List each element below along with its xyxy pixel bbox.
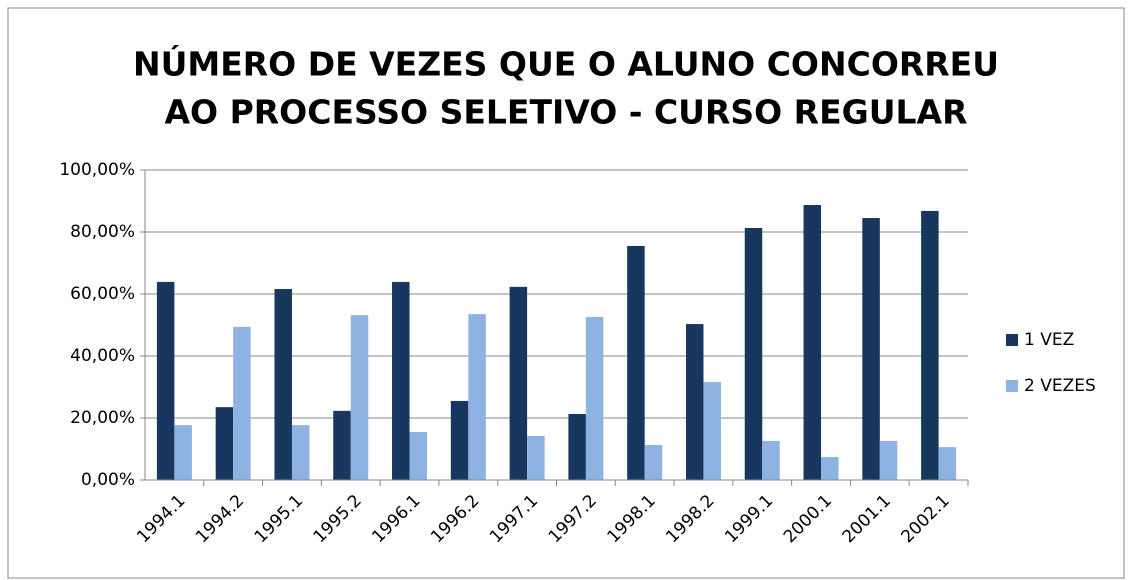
bar xyxy=(527,435,545,480)
bar xyxy=(744,227,763,480)
bar xyxy=(333,410,351,480)
bar xyxy=(274,289,292,480)
bar xyxy=(392,281,410,480)
y-tick-label: 40,00% xyxy=(70,346,135,366)
bar xyxy=(468,314,486,480)
bar xyxy=(215,407,234,480)
legend-label: 1 VEZ xyxy=(1024,330,1074,350)
bar xyxy=(921,210,939,481)
legend-label: 2 VEZES xyxy=(1024,376,1096,396)
chart-title: NÚMERO DE VEZES QUE O ALUNO CONCORREU xyxy=(133,44,999,84)
bar xyxy=(627,245,645,480)
bar xyxy=(938,447,957,480)
y-tick-label: 60,00% xyxy=(70,284,135,304)
y-tick-label: 80,00% xyxy=(70,222,135,242)
bar xyxy=(409,431,428,480)
bar xyxy=(762,440,780,480)
bar xyxy=(685,324,704,480)
bar xyxy=(585,316,604,480)
bar xyxy=(568,413,586,480)
bar xyxy=(862,218,880,481)
bar xyxy=(450,400,469,480)
bar xyxy=(879,440,898,480)
bar xyxy=(803,205,822,480)
bar xyxy=(156,281,175,480)
legend-swatch xyxy=(1006,334,1018,346)
legend-swatch xyxy=(1006,380,1018,392)
y-tick-label: 100,00% xyxy=(59,160,135,180)
bar xyxy=(291,425,310,480)
bar xyxy=(233,326,251,480)
y-tick-label: 20,00% xyxy=(70,408,135,428)
bar xyxy=(350,315,369,480)
chart-title: AO PROCESSO SELETIVO - CURSO REGULAR xyxy=(165,93,968,132)
bar xyxy=(509,286,528,480)
bar xyxy=(644,444,663,480)
bar xyxy=(821,457,839,480)
y-tick-label: 0,00% xyxy=(81,470,135,490)
bar xyxy=(174,425,192,480)
bar xyxy=(703,382,721,480)
